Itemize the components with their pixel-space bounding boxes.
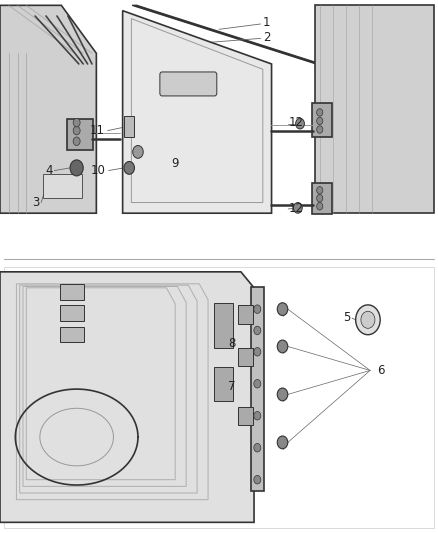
Circle shape [133,146,143,158]
FancyBboxPatch shape [251,287,264,491]
Circle shape [277,388,288,401]
Text: 3: 3 [32,196,39,209]
Circle shape [317,126,323,133]
Text: 12: 12 [289,116,304,129]
Text: 6: 6 [377,364,384,377]
FancyBboxPatch shape [312,183,332,214]
Circle shape [254,443,261,452]
Circle shape [254,348,261,356]
Text: 1: 1 [263,16,270,29]
Circle shape [277,340,288,353]
FancyBboxPatch shape [124,116,134,137]
Circle shape [293,203,302,213]
Polygon shape [123,11,272,213]
Circle shape [254,379,261,388]
Circle shape [317,109,323,116]
FancyBboxPatch shape [214,367,233,401]
Circle shape [254,475,261,484]
Circle shape [296,118,304,129]
FancyBboxPatch shape [214,303,233,348]
Circle shape [277,436,288,449]
Text: 12: 12 [289,203,304,215]
Circle shape [356,305,380,335]
Polygon shape [0,5,96,213]
Text: 5: 5 [343,311,350,324]
Polygon shape [315,5,434,213]
Circle shape [254,411,261,420]
Circle shape [70,160,83,176]
FancyBboxPatch shape [60,284,84,300]
Circle shape [317,203,323,210]
Text: 2: 2 [263,31,270,44]
FancyBboxPatch shape [238,407,253,425]
FancyBboxPatch shape [4,5,434,256]
Circle shape [73,118,80,127]
Text: 4: 4 [45,164,53,177]
Circle shape [277,303,288,316]
Text: 10: 10 [90,164,105,177]
Circle shape [73,137,80,146]
Text: 7: 7 [228,380,235,393]
Circle shape [361,311,375,328]
Polygon shape [0,272,254,522]
Text: 8: 8 [228,337,235,350]
Circle shape [317,117,323,125]
FancyBboxPatch shape [238,348,253,366]
FancyBboxPatch shape [43,174,82,198]
Circle shape [254,305,261,313]
FancyBboxPatch shape [4,266,434,528]
FancyBboxPatch shape [238,305,253,324]
FancyBboxPatch shape [60,327,84,342]
Circle shape [254,326,261,335]
Circle shape [73,126,80,135]
Text: 9: 9 [171,157,178,170]
Text: 11: 11 [90,124,105,137]
Circle shape [317,195,323,202]
Circle shape [124,161,134,174]
FancyBboxPatch shape [312,103,332,137]
FancyBboxPatch shape [60,305,84,321]
FancyBboxPatch shape [160,72,217,96]
FancyBboxPatch shape [67,119,93,150]
Circle shape [317,187,323,194]
